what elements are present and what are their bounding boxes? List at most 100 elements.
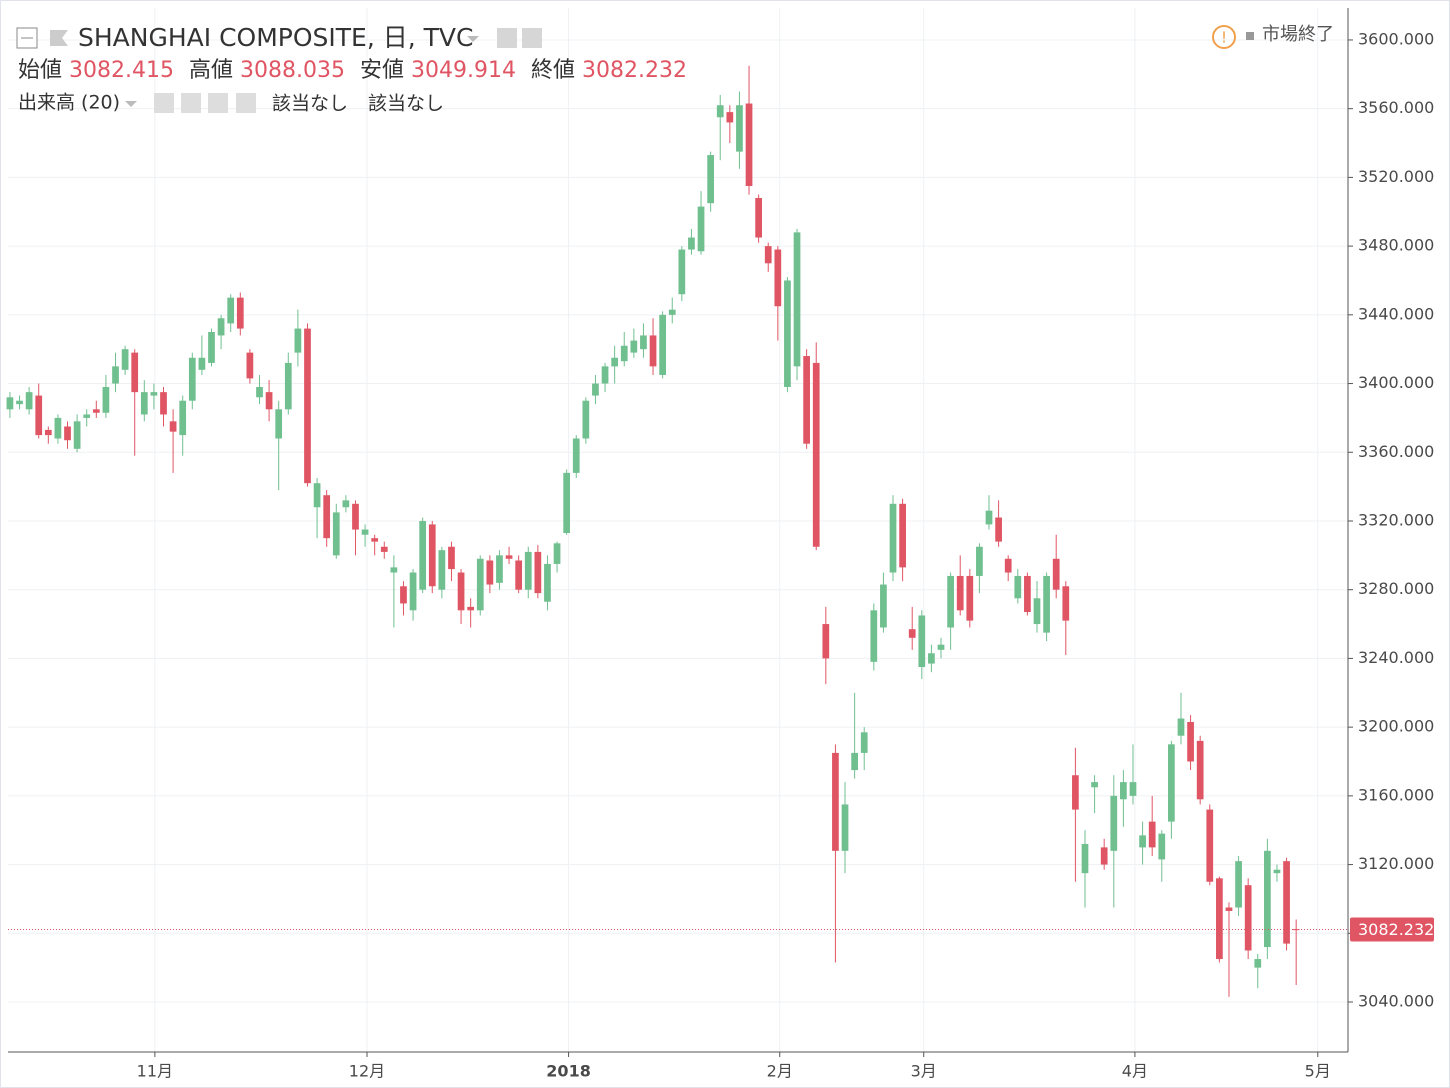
x-tick-label: 2月 bbox=[767, 1062, 793, 1081]
candle-body bbox=[947, 575, 954, 628]
x-tick-label: 2018 bbox=[546, 1062, 591, 1081]
indicator-add[interactable] bbox=[208, 93, 228, 113]
candle-body bbox=[1052, 558, 1060, 590]
candle-body bbox=[419, 520, 427, 590]
candle-body bbox=[160, 392, 167, 415]
candle-body bbox=[659, 314, 667, 375]
candle-body bbox=[1206, 809, 1214, 882]
candle-body bbox=[1177, 718, 1185, 736]
candle-body bbox=[486, 560, 494, 585]
x-tick-label: 4月 bbox=[1122, 1062, 1148, 1081]
y-tick-label: 3320.000 bbox=[1358, 510, 1434, 529]
y-tick-label: 3120.000 bbox=[1358, 854, 1434, 873]
candle-body bbox=[1187, 721, 1194, 762]
candle-body bbox=[380, 546, 388, 552]
candle-body bbox=[841, 804, 849, 851]
high-value: 3088.035 bbox=[240, 58, 345, 83]
candle-body bbox=[54, 417, 62, 439]
indicator-eye[interactable] bbox=[154, 93, 174, 113]
candle-body bbox=[1283, 861, 1290, 944]
candle-body bbox=[524, 551, 532, 590]
x-tick-label: 12月 bbox=[349, 1062, 385, 1081]
candle-body bbox=[1004, 558, 1012, 573]
candle-body bbox=[611, 357, 619, 367]
candle-body bbox=[352, 503, 359, 530]
header: SHANGHAI COMPOSITE, 日, TVC 始値 3082.415 高… bbox=[16, 23, 1334, 115]
x-tick-label: 5月 bbox=[1305, 1062, 1331, 1081]
candle-body bbox=[1033, 598, 1041, 625]
candle-body bbox=[428, 524, 436, 587]
y-tick-label: 3480.000 bbox=[1358, 236, 1434, 255]
symbol-title: SHANGHAI COMPOSITE, 日, TVC bbox=[78, 23, 473, 52]
candle-body bbox=[812, 362, 820, 547]
candle-body bbox=[736, 105, 743, 152]
y-tick-label: 3360.000 bbox=[1358, 442, 1434, 461]
candle-body bbox=[966, 575, 974, 621]
open-value: 3082.415 bbox=[69, 58, 174, 83]
candle-body bbox=[236, 297, 244, 329]
candle-body bbox=[400, 586, 407, 604]
candle-body bbox=[563, 472, 571, 534]
candle-body bbox=[35, 395, 43, 436]
candle-body bbox=[73, 421, 81, 449]
candle-body bbox=[860, 732, 868, 753]
candle-body bbox=[1168, 744, 1175, 822]
close-value: 3082.232 bbox=[582, 58, 687, 83]
candle-body bbox=[1110, 795, 1118, 851]
last-price-box bbox=[1350, 917, 1434, 942]
dropdown[interactable] bbox=[467, 36, 479, 42]
candle-body bbox=[1225, 907, 1233, 911]
candle-body bbox=[1273, 869, 1281, 874]
candle-body bbox=[1120, 782, 1127, 800]
y-tick-label: 3280.000 bbox=[1358, 579, 1434, 598]
candle-body bbox=[505, 555, 513, 559]
candle-body bbox=[92, 409, 100, 413]
indicator-settings[interactable] bbox=[181, 93, 201, 113]
candle-body bbox=[496, 555, 503, 583]
candle-body bbox=[438, 550, 446, 590]
candle-body bbox=[208, 332, 215, 363]
candle-body bbox=[784, 280, 791, 387]
candle-body bbox=[140, 392, 148, 415]
y-tick-label: 3520.000 bbox=[1358, 167, 1434, 186]
market-status: 市場終了 bbox=[1262, 24, 1334, 45]
candle-body bbox=[371, 538, 379, 542]
candle-body bbox=[1235, 861, 1242, 908]
last-price-label: 3082.232 bbox=[1358, 920, 1434, 939]
candle-body bbox=[918, 615, 926, 668]
low-label: 安値 bbox=[360, 58, 404, 83]
candle-body bbox=[553, 543, 561, 564]
candle-body bbox=[1024, 575, 1031, 613]
eye-icon[interactable] bbox=[497, 28, 517, 48]
indicator-name: 出来高 (20) bbox=[18, 92, 120, 114]
candle-body bbox=[265, 392, 273, 410]
candle-body bbox=[112, 366, 119, 384]
y-tick-label: 3600.000 bbox=[1358, 29, 1434, 48]
candle-body bbox=[640, 335, 647, 350]
candle-body bbox=[150, 392, 158, 396]
candle-body bbox=[976, 546, 983, 576]
candle-body bbox=[1043, 575, 1050, 633]
indicator-remove[interactable] bbox=[236, 93, 256, 113]
candle-body bbox=[121, 349, 129, 370]
candle-body bbox=[1072, 775, 1079, 810]
candle-body bbox=[985, 510, 993, 525]
candle-body bbox=[774, 249, 782, 307]
candle-body bbox=[620, 345, 628, 362]
candle-body bbox=[390, 567, 398, 573]
candle-body bbox=[544, 563, 551, 602]
candle-body bbox=[313, 483, 321, 508]
candle-body bbox=[304, 328, 311, 484]
settings-icon[interactable] bbox=[522, 28, 542, 48]
candle-body bbox=[284, 362, 292, 410]
candle-body bbox=[332, 512, 340, 556]
candle-body bbox=[832, 752, 839, 851]
flag-icon bbox=[50, 30, 68, 46]
candle-body bbox=[1216, 878, 1223, 960]
candle-body bbox=[217, 318, 225, 336]
indicator-dropdown[interactable] bbox=[125, 101, 137, 107]
close-label: 終値 bbox=[531, 58, 575, 83]
candle-body bbox=[457, 572, 465, 611]
candle-body bbox=[227, 297, 235, 324]
